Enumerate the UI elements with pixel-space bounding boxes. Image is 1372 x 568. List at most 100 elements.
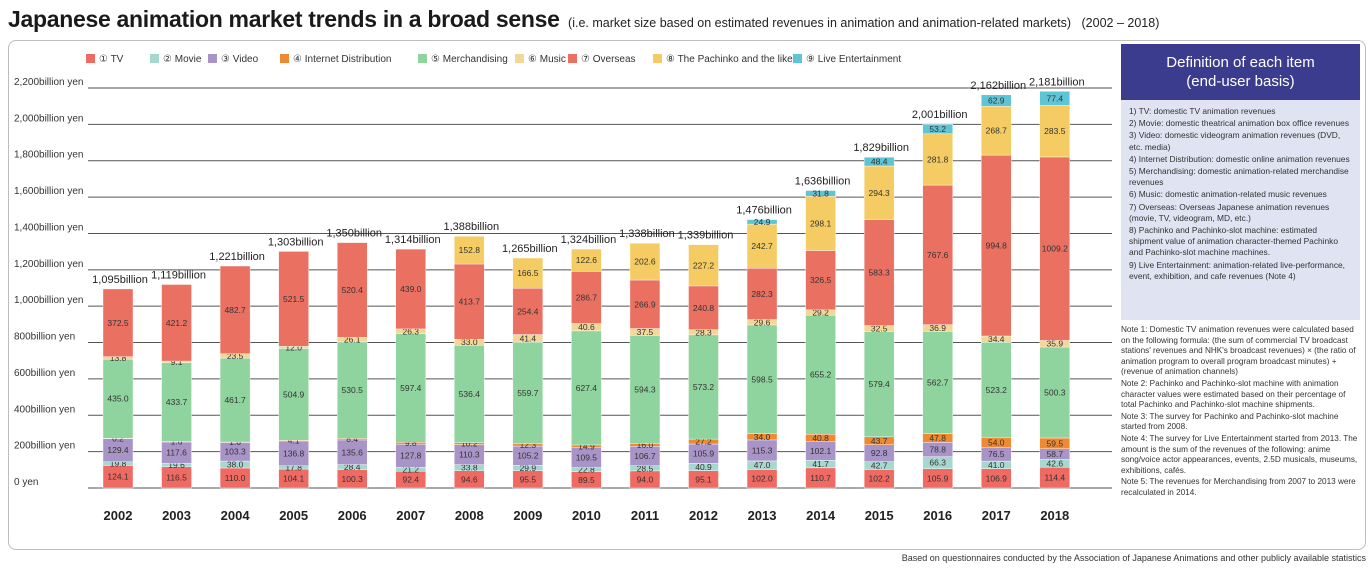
bar-value-label: 10.2: [461, 439, 478, 449]
bar-value-label: 12.0: [285, 342, 302, 352]
bar-value-label: 47.8: [929, 433, 946, 443]
bar-value-label: 461.7: [224, 395, 246, 405]
bar-value-label: 54.0: [988, 437, 1005, 447]
bar-value-label: 35.9: [1047, 339, 1064, 349]
definition-item: 3) Video: domestic videogram animation r…: [1129, 130, 1341, 152]
bar-segment: [688, 285, 719, 330]
bar-value-label: 1009.2: [1042, 244, 1068, 254]
bar-value-label: 22.8: [578, 465, 595, 475]
x-tick-label: 2018: [1040, 508, 1069, 523]
bar-total-label: 1,303billion: [268, 236, 324, 248]
bar-value-label: 19.6: [168, 460, 185, 470]
chart-subtitle: (i.e. market size based on estimated rev…: [568, 16, 1072, 30]
bar-total-label: 2,181billion: [1029, 76, 1085, 88]
bar-value-label: 42.7: [871, 461, 888, 471]
bar-value-label: 28.3: [695, 327, 712, 337]
bar-value-label: 33.0: [461, 337, 478, 347]
bar-segment: [102, 358, 134, 439]
legend-swatch: [793, 54, 802, 63]
bar-segment: [981, 106, 1012, 156]
bar-segment: [629, 335, 661, 444]
bar-value-label: 504.9: [283, 389, 305, 399]
y-tick-label: 2,000billion yen: [14, 113, 84, 124]
bar-value-label: 105.2: [517, 451, 539, 461]
definition-item: 8) Pachinko and Pachinko-slot machine: e…: [1129, 225, 1339, 258]
bar-value-label: 482.7: [224, 305, 246, 315]
definition-item: 4) Internet Distribution: domestic onlin…: [1129, 153, 1350, 164]
bar-value-label: 583.3: [869, 268, 891, 278]
bar-value-label: 562.7: [927, 378, 949, 388]
bar-segment: [981, 154, 1012, 337]
x-tick-label: 2005: [279, 508, 308, 523]
definitions-list: 1) TV: domestic TV animation revenues 2) …: [1121, 100, 1360, 282]
bar-segment: [278, 440, 309, 467]
bar-segment: [922, 184, 953, 325]
legend-label: ⑦ Overseas: [581, 54, 636, 65]
x-tick-label: 2006: [338, 508, 367, 523]
bar-value-label: 102.2: [869, 474, 891, 484]
bar-value-label: 109.5: [576, 453, 598, 463]
bar-value-label: 242.7: [751, 241, 773, 251]
bar-segment: [863, 219, 895, 326]
bar-value-label: 40.6: [578, 322, 595, 332]
bar-value-label: 413.7: [459, 297, 481, 307]
note-item: Note 2: Pachinko and Pachinko-slot machi…: [1121, 378, 1346, 410]
bar-value-label: 439.0: [400, 284, 422, 294]
bar-segment: [981, 342, 1012, 438]
bar-value-label: 36.9: [929, 323, 946, 333]
definition-item: 6) Music: domestic animation-related mus…: [1129, 189, 1327, 200]
bar-value-label: 42.6: [1047, 458, 1064, 468]
bar-segment: [746, 219, 778, 225]
legend-swatch: [208, 54, 217, 63]
bar-value-label: 122.6: [576, 255, 598, 265]
y-tick-label: 400billion yen: [14, 404, 75, 415]
x-tick-label: 2015: [865, 508, 894, 523]
bar-total-label: 2,001billion: [912, 109, 968, 121]
bar-segment: [571, 248, 602, 272]
bar-value-label: 95.1: [695, 474, 712, 484]
bar-segment: [337, 439, 368, 465]
bar-value-label: 202.6: [634, 257, 656, 267]
y-tick-label: 800billion yen: [14, 332, 75, 343]
bar-segment: [805, 250, 836, 311]
bar-value-label: 16.0: [637, 440, 654, 450]
legend-swatch: [150, 54, 159, 63]
bar-segment: [746, 268, 778, 320]
x-tick-label: 2009: [513, 508, 542, 523]
bar-value-label: 26.1: [344, 335, 361, 345]
bar-value-label: 21.2: [402, 464, 419, 474]
bar-value-label: 27.2: [695, 437, 712, 447]
chart-title: Japanese animation market trends in a br…: [8, 6, 560, 32]
y-tick-label: 200billion yen: [14, 441, 75, 452]
bar-value-label: 28.5: [637, 463, 654, 473]
x-tick-label: 2012: [689, 508, 718, 523]
y-tick-label: 2,200billion yen: [14, 77, 84, 88]
bar-value-label: 94.0: [637, 474, 654, 484]
bar-value-label: 115.3: [752, 445, 773, 455]
bar-segment: [161, 284, 192, 362]
definitions-box: Definition of each item (end-user basis)…: [1121, 44, 1360, 320]
bar-value-label: 106.9: [986, 473, 1008, 483]
bar-value-label: 24.9: [754, 217, 771, 227]
y-tick-label: 0 yen: [14, 477, 38, 488]
bar-value-label: 227.2: [693, 260, 715, 270]
y-tick-label: 1,200billion yen: [14, 259, 84, 270]
x-tick-label: 2013: [748, 508, 777, 523]
x-tick-label: 2010: [572, 508, 601, 523]
bar-value-label: 43.7: [871, 436, 888, 446]
bar-value-label: 240.8: [693, 303, 715, 313]
bar-value-label: 9.1: [171, 357, 183, 367]
x-tick-label: 2016: [923, 508, 952, 523]
definition-item: 5) Merchandising: domestic animation-rel…: [1129, 166, 1349, 188]
bar-value-label: 152.8: [459, 245, 481, 255]
bar-value-label: 294.3: [869, 188, 891, 198]
bar-value-label: 40.9: [695, 462, 712, 472]
bar-segment: [746, 324, 778, 434]
bar-value-label: 4.1: [288, 436, 300, 446]
bar-value-label: 298.1: [810, 218, 832, 228]
legend-label: ④ Internet Distribution: [293, 54, 391, 65]
bar-total-label: 1,339billion: [678, 230, 734, 242]
bar-value-label: 105.9: [927, 473, 949, 483]
bar-value-label: 94.6: [461, 474, 478, 484]
note-item: Note 5: The revenues for Merchandising f…: [1121, 477, 1356, 497]
